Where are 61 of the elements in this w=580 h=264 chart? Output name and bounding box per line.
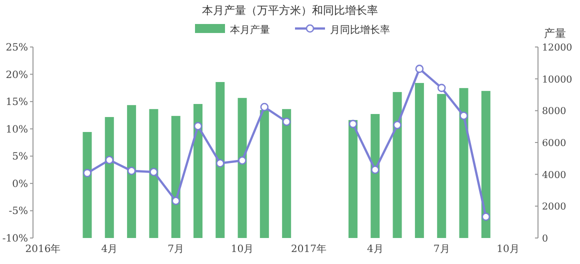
bar [414, 82, 424, 238]
bar [392, 92, 402, 238]
bar [238, 98, 247, 238]
y-tick-label: 15% [6, 97, 28, 108]
point [83, 168, 92, 178]
bar [149, 109, 158, 238]
y-tick-label: 10% [6, 124, 28, 136]
point [371, 166, 380, 174]
bar [82, 132, 92, 238]
y-tick-label: 25% [6, 42, 28, 54]
y2-tick-label: 2000 [542, 202, 566, 213]
y2-tick-label: 8000 [542, 106, 566, 118]
point [348, 120, 358, 128]
x-tick-label: 2017年 [290, 243, 326, 255]
bar [370, 114, 380, 238]
y2-tick-label: 12000 [542, 42, 572, 54]
bar [260, 110, 269, 238]
y2-tick-label: 10000 [542, 74, 572, 86]
point [460, 112, 468, 120]
point [238, 156, 246, 165]
chart-title: 本月产量（万平方米）和同比增长率 [202, 4, 378, 17]
point [172, 196, 180, 206]
bar [348, 120, 358, 238]
x-tick-label: 2016年 [25, 243, 61, 255]
point [216, 159, 224, 168]
bar [481, 90, 490, 238]
bar [437, 94, 446, 238]
x-tick-label: 10月 [230, 244, 254, 255]
y2-tick-label: 6000 [542, 138, 566, 149]
y-tick-label: 5% [12, 152, 28, 163]
point [127, 166, 136, 176]
x-tick-label: 4月 [366, 244, 384, 255]
y-tick-label: -10% [2, 234, 28, 244]
bar [216, 82, 225, 238]
bar [104, 117, 114, 238]
legend-label: 月同比增长率 [330, 24, 390, 36]
y2-axis-title: 产量 [544, 27, 566, 40]
point [393, 120, 402, 130]
point [415, 64, 424, 73]
y2-tick-label: 4000 [542, 170, 566, 181]
bar [127, 105, 136, 238]
point [105, 156, 114, 164]
x-tick-label: 4月 [101, 244, 118, 255]
point [437, 84, 446, 92]
point [260, 102, 269, 112]
point [150, 168, 158, 176]
point [482, 212, 490, 221]
point [282, 118, 291, 126]
x-tick-label: 7月 [433, 244, 450, 255]
y-tick-label: 20% [6, 70, 28, 81]
y-tick-label: -5% [8, 206, 28, 218]
x-tick-label: 7月 [168, 244, 184, 255]
bar [193, 104, 202, 238]
legend-label: 本月产量 [230, 24, 270, 36]
bar [282, 109, 292, 238]
point [194, 122, 202, 130]
bar [459, 88, 468, 238]
bar [171, 116, 180, 238]
x-tick-label: 10月 [496, 244, 520, 255]
y2-tick-label: 0 [542, 234, 548, 244]
y-tick-label: 0% [12, 178, 28, 190]
